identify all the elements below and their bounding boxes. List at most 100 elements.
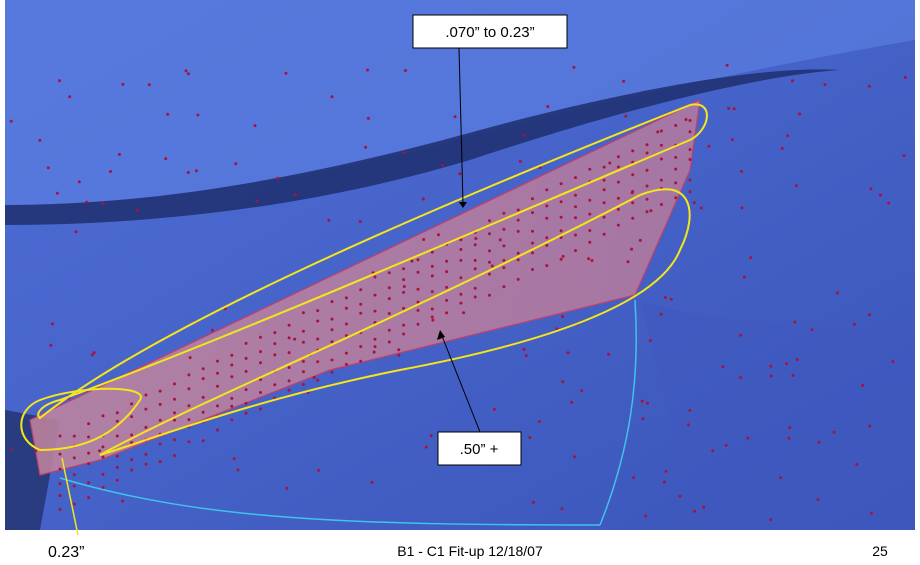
point [102,414,105,417]
point [793,321,796,324]
point [573,455,576,458]
point [574,176,577,179]
point [230,397,233,400]
point [545,236,548,239]
point [517,209,520,212]
point [588,229,591,232]
point [276,177,279,180]
point [431,319,434,322]
point [631,173,634,176]
point [796,358,799,361]
point [144,408,147,411]
point [327,219,330,222]
point [561,315,564,318]
point [607,353,610,356]
point [73,473,76,476]
point [688,409,691,412]
point [441,164,444,167]
point [824,83,827,86]
point [891,360,894,363]
point [331,328,334,331]
point [689,148,692,151]
point [517,230,520,233]
point [531,251,534,254]
point [741,206,744,209]
point [144,453,147,456]
point [769,518,772,521]
point [59,482,62,485]
point [116,466,119,469]
point [785,362,788,365]
point [374,338,377,341]
point [294,193,297,196]
point [316,360,319,363]
point [195,169,198,172]
point [367,117,370,120]
point [670,298,673,301]
point [73,456,76,459]
point [202,367,205,370]
point [359,220,362,223]
point [545,188,548,191]
point [493,408,496,411]
point [173,454,176,457]
point [216,360,219,363]
point [404,69,407,72]
point [531,197,534,200]
point [189,356,192,359]
point [91,353,94,356]
point [431,251,434,254]
top-label: .070” to 0.23” [445,24,534,41]
point [388,341,391,344]
point [144,463,147,466]
point [689,130,692,133]
point [646,198,649,201]
point [130,458,133,461]
point [431,290,434,293]
point [173,419,176,422]
point [245,357,248,360]
point [546,105,549,108]
point [273,353,276,356]
point [646,210,649,213]
point [402,151,405,154]
point [245,402,248,405]
point [663,481,666,484]
point [903,154,906,157]
point [445,311,448,314]
point [861,384,864,387]
point [187,72,190,75]
point [121,500,124,503]
point [116,435,119,438]
point [817,498,820,501]
point [316,320,319,323]
point [288,366,291,369]
point [869,187,872,190]
point [211,329,214,332]
point [10,447,13,450]
point [770,375,773,378]
point [187,373,190,376]
point [417,258,420,261]
point [740,170,743,173]
point [102,445,105,448]
point [560,229,563,232]
point [425,446,428,449]
point [345,363,348,366]
point [454,115,457,118]
point [588,213,591,216]
point [622,80,625,83]
point [93,351,96,354]
point [488,232,491,235]
point [202,377,205,380]
point [588,168,591,171]
point [545,217,548,220]
point [781,147,784,150]
point [202,439,205,442]
point [603,216,606,219]
point [59,508,62,511]
point [727,107,730,110]
point [187,440,190,443]
point [402,307,405,310]
point [331,340,334,343]
